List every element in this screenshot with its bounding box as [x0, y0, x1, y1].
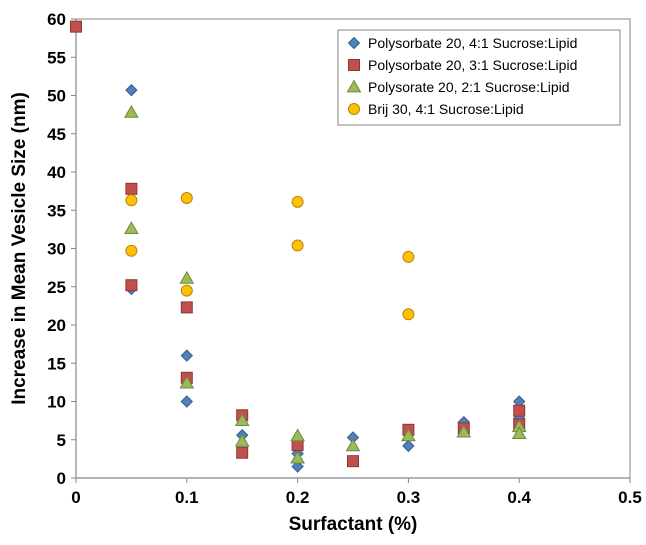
y-tick-label: 50	[47, 87, 66, 106]
data-point-triangle	[124, 104, 139, 118]
data-point-circle	[125, 194, 138, 207]
legend-marker-square	[348, 59, 360, 71]
x-tick-label: 0	[71, 488, 80, 507]
data-point-circle	[125, 244, 138, 257]
y-tick-label: 20	[47, 316, 66, 335]
data-point-triangle	[401, 428, 416, 442]
data-point-square	[125, 279, 138, 292]
x-tick-label: 0.1	[175, 488, 199, 507]
legend: Polysorbate 20, 4:1 Sucrose:Lipid Polysor…	[337, 29, 621, 126]
data-point-diamond	[402, 439, 415, 453]
y-axis-title: Increase in Mean Vesicle Size (nm)	[9, 92, 30, 405]
data-point-diamond	[291, 460, 304, 473]
y-tick-label: 40	[47, 163, 66, 182]
data-point-triangle	[345, 438, 361, 452]
data-point-square	[347, 455, 359, 468]
y-tick-label: 35	[47, 201, 66, 220]
data-point-triangle	[124, 221, 139, 234]
legend-marker-circle	[348, 103, 360, 115]
data-point-triangle	[456, 424, 472, 438]
data-point-circle	[291, 239, 304, 252]
x-tick-label: 0.5	[618, 488, 642, 507]
legend-label: Polysorate 20, 2:1 Sucrose:Lipid	[368, 79, 570, 95]
x-tick-label: 0.3	[397, 488, 421, 507]
legend-label: Polysorbate 20, 3:1 Sucrose:Lipid	[368, 57, 577, 73]
data-point-triangle	[511, 426, 527, 440]
data-point-diamond	[180, 395, 194, 408]
series-4	[125, 192, 415, 321]
data-point-triangle	[179, 375, 195, 389]
legend-label: Polysorbate 20, 4:1 Sucrose:Lipid	[368, 35, 577, 51]
y-tick-label: 55	[47, 48, 66, 67]
axes: 0 5 10 15 20 25 30 35 40 45 50 55 60 0 0.1 0.2 0.3 0.4 0.5	[47, 10, 642, 507]
y-tick-label: 10	[47, 393, 66, 412]
data-point-square	[236, 446, 249, 459]
series-3	[124, 104, 527, 464]
legend-label: Brij 30, 4:1 Sucrose:Lipid	[368, 101, 524, 117]
data-point-diamond	[125, 83, 138, 97]
y-tick-label: 60	[47, 10, 66, 29]
data-point-triangle	[290, 428, 305, 442]
y-tick-label: 5	[57, 431, 66, 450]
legend-marker-triangle	[346, 79, 362, 93]
y-tick-label: 25	[47, 278, 66, 297]
data-point-circle	[180, 192, 193, 205]
data-point-square	[180, 301, 193, 314]
data-point-circle	[291, 195, 304, 208]
data-point-square	[513, 404, 526, 417]
data-point-circle	[180, 284, 193, 297]
data-point-square	[125, 182, 138, 195]
data-point-circle	[402, 308, 415, 321]
y-tick-label: 0	[57, 469, 66, 488]
x-tick-label: 0.2	[286, 488, 310, 507]
data-point-circle	[402, 250, 415, 263]
y-tick-label: 45	[47, 125, 66, 144]
x-axis-title: Surfactant (%)	[289, 514, 418, 535]
data-point-triangle	[179, 270, 195, 284]
data-points	[70, 20, 527, 473]
data-point-triangle	[234, 413, 250, 426]
data-point-square	[70, 20, 82, 33]
x-tick-label: 0.4	[507, 488, 531, 507]
data-point-diamond	[180, 349, 194, 362]
legend-marker-diamond	[347, 36, 361, 50]
legend-box	[337, 29, 621, 126]
data-point-triangle	[290, 450, 305, 464]
data-point-triangle	[234, 433, 250, 447]
y-tick-label: 15	[47, 354, 66, 373]
y-tick-label: 30	[47, 240, 66, 259]
